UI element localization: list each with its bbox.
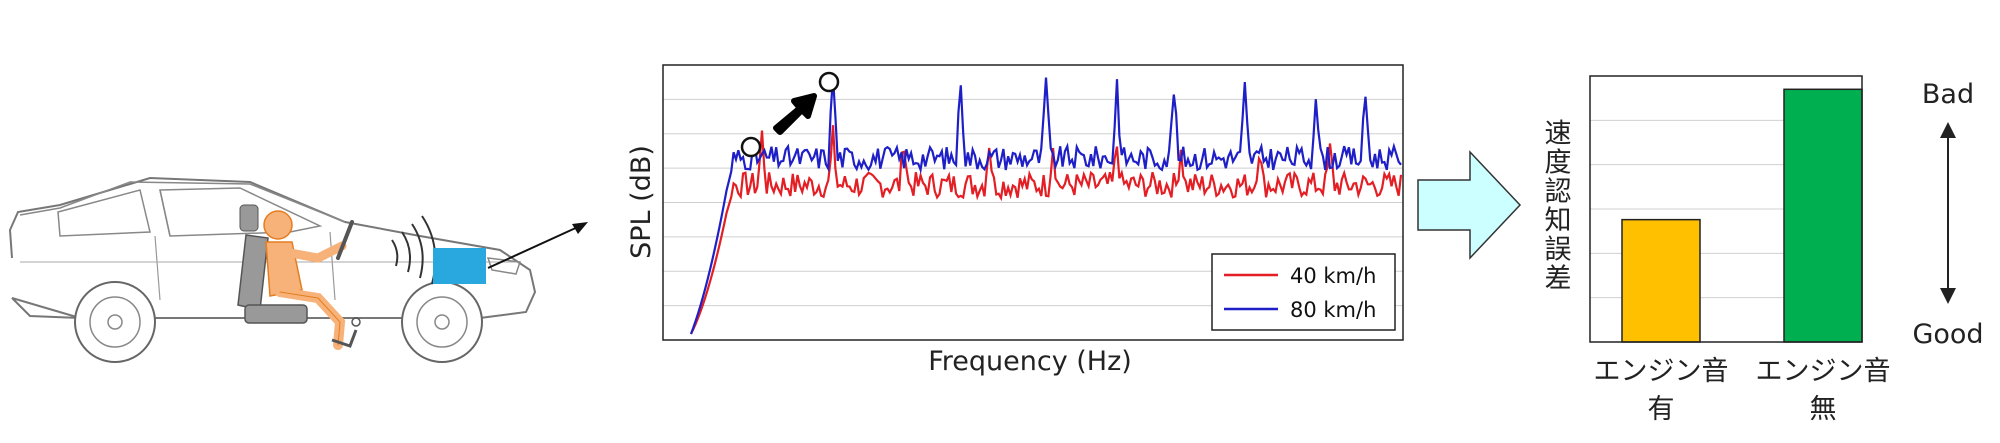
rear-wheel	[74, 281, 156, 363]
shift-arrow	[773, 93, 817, 135]
engine-noise-source	[433, 248, 486, 284]
legend-label-80kmh: 80 km/h	[1290, 298, 1376, 322]
steering-wheel	[336, 220, 354, 260]
category-2-line2: 無	[1810, 394, 1837, 425]
pointer-arrow-head	[572, 222, 588, 234]
pedal	[331, 329, 358, 348]
scale-bottom-label: Good	[1912, 319, 1983, 350]
spectrum-chart: 40 km/h 80 km/h SPL (dB) Frequency (Hz)	[626, 64, 1404, 377]
chart-gridlines	[663, 98, 1403, 307]
front-wheel	[401, 281, 483, 363]
plot-frame	[662, 64, 1404, 341]
series-80kmh-line	[689, 77, 1402, 335]
x-axis-label: Frequency (Hz)	[928, 346, 1132, 377]
bar-series	[1621, 88, 1863, 343]
car-illustration	[8, 176, 588, 363]
car-roof-line	[19, 181, 346, 223]
bar-chart: 速度認知誤差 エンジン音 有 エンジン音 無 Bad Good	[1545, 75, 1984, 425]
peak-marker-40kmh	[740, 136, 762, 158]
bar-1	[1621, 218, 1701, 343]
bar-y-axis-label: 速度認知誤差	[1545, 119, 1572, 295]
category-2-line1: エンジン音	[1756, 356, 1891, 387]
category-1-line2: 有	[1648, 394, 1675, 425]
bar-2	[1783, 88, 1863, 343]
category-1-line1: エンジン音	[1594, 356, 1729, 387]
flow-arrow	[1417, 150, 1522, 260]
occupant-figure	[263, 210, 347, 350]
y-axis-label: SPL (dB)	[626, 145, 657, 259]
legend-label-40kmh: 40 km/h	[1290, 264, 1376, 288]
chart-legend: 40 km/h 80 km/h	[1211, 253, 1396, 331]
seat	[237, 204, 308, 324]
bar-plot-frame	[1589, 75, 1863, 343]
rear-window	[57, 189, 151, 237]
scale-top-label: Bad	[1922, 79, 1974, 110]
chart-series	[689, 77, 1403, 335]
peak-marker-80kmh	[818, 71, 840, 93]
series-40kmh-line	[690, 125, 1403, 335]
sound-wave-icon	[391, 215, 437, 285]
